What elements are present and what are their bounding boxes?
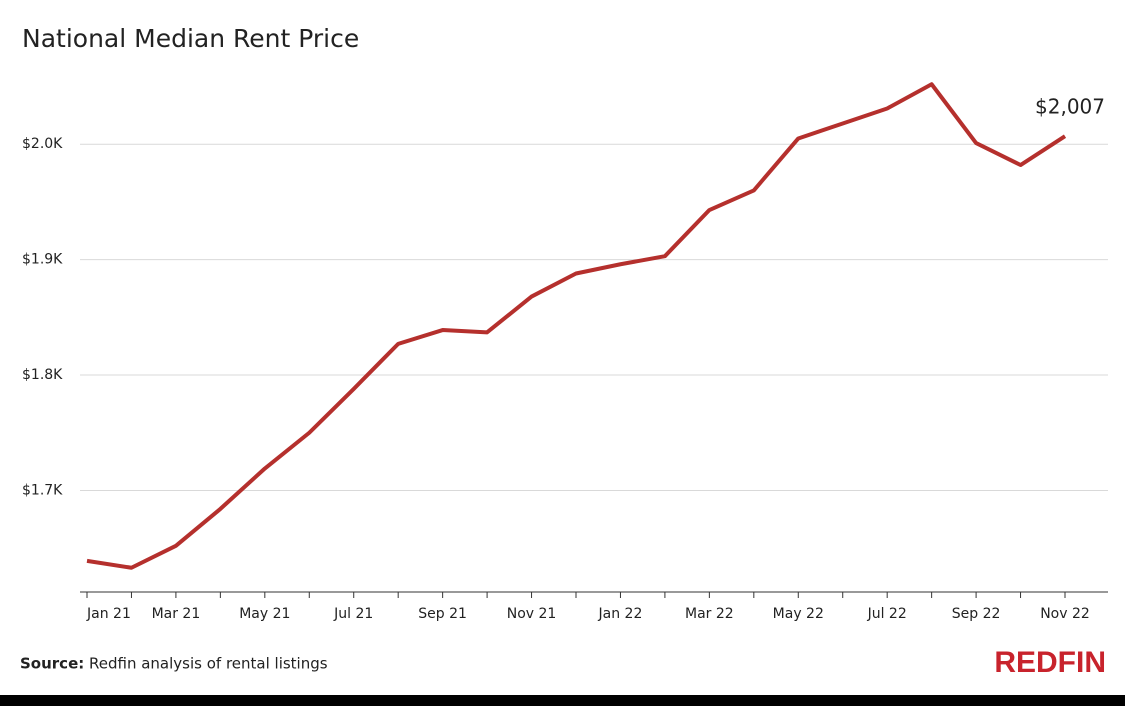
x-tick-label: Mar 21 [152, 606, 201, 622]
y-tick-label: $1.7K [22, 482, 63, 498]
x-tick-label: Sep 22 [952, 606, 1001, 622]
value-label: $2,007 [1035, 95, 1105, 119]
x-tick-label: Jul 22 [867, 606, 907, 622]
x-tick-label: Jan 21 [86, 606, 131, 622]
line [86, 82, 1067, 570]
x-tick-label: Sep 21 [418, 606, 467, 622]
bottom-bar [0, 695, 1125, 706]
logo: REDFIN [994, 646, 1106, 679]
source-text: Redfin analysis of rental listings [89, 655, 328, 673]
x-tick-label: Mar 22 [685, 606, 734, 622]
y-tick-label: $2.0K [22, 136, 63, 152]
chart-title: National Median Rent Price [22, 24, 359, 53]
x-tick-label: Nov 21 [507, 606, 557, 622]
y-tick-label: $1.9K [22, 252, 63, 268]
x-tick-label: Jan 22 [598, 606, 643, 622]
x-tick-label: Nov 22 [1040, 606, 1090, 622]
source-label: Source: [20, 655, 84, 673]
y-tick-label: $1.8K [22, 367, 63, 383]
x-tick-label: May 22 [773, 606, 824, 622]
x-tick-label: Jul 21 [333, 606, 373, 622]
x-tick-label: May 21 [239, 606, 290, 622]
